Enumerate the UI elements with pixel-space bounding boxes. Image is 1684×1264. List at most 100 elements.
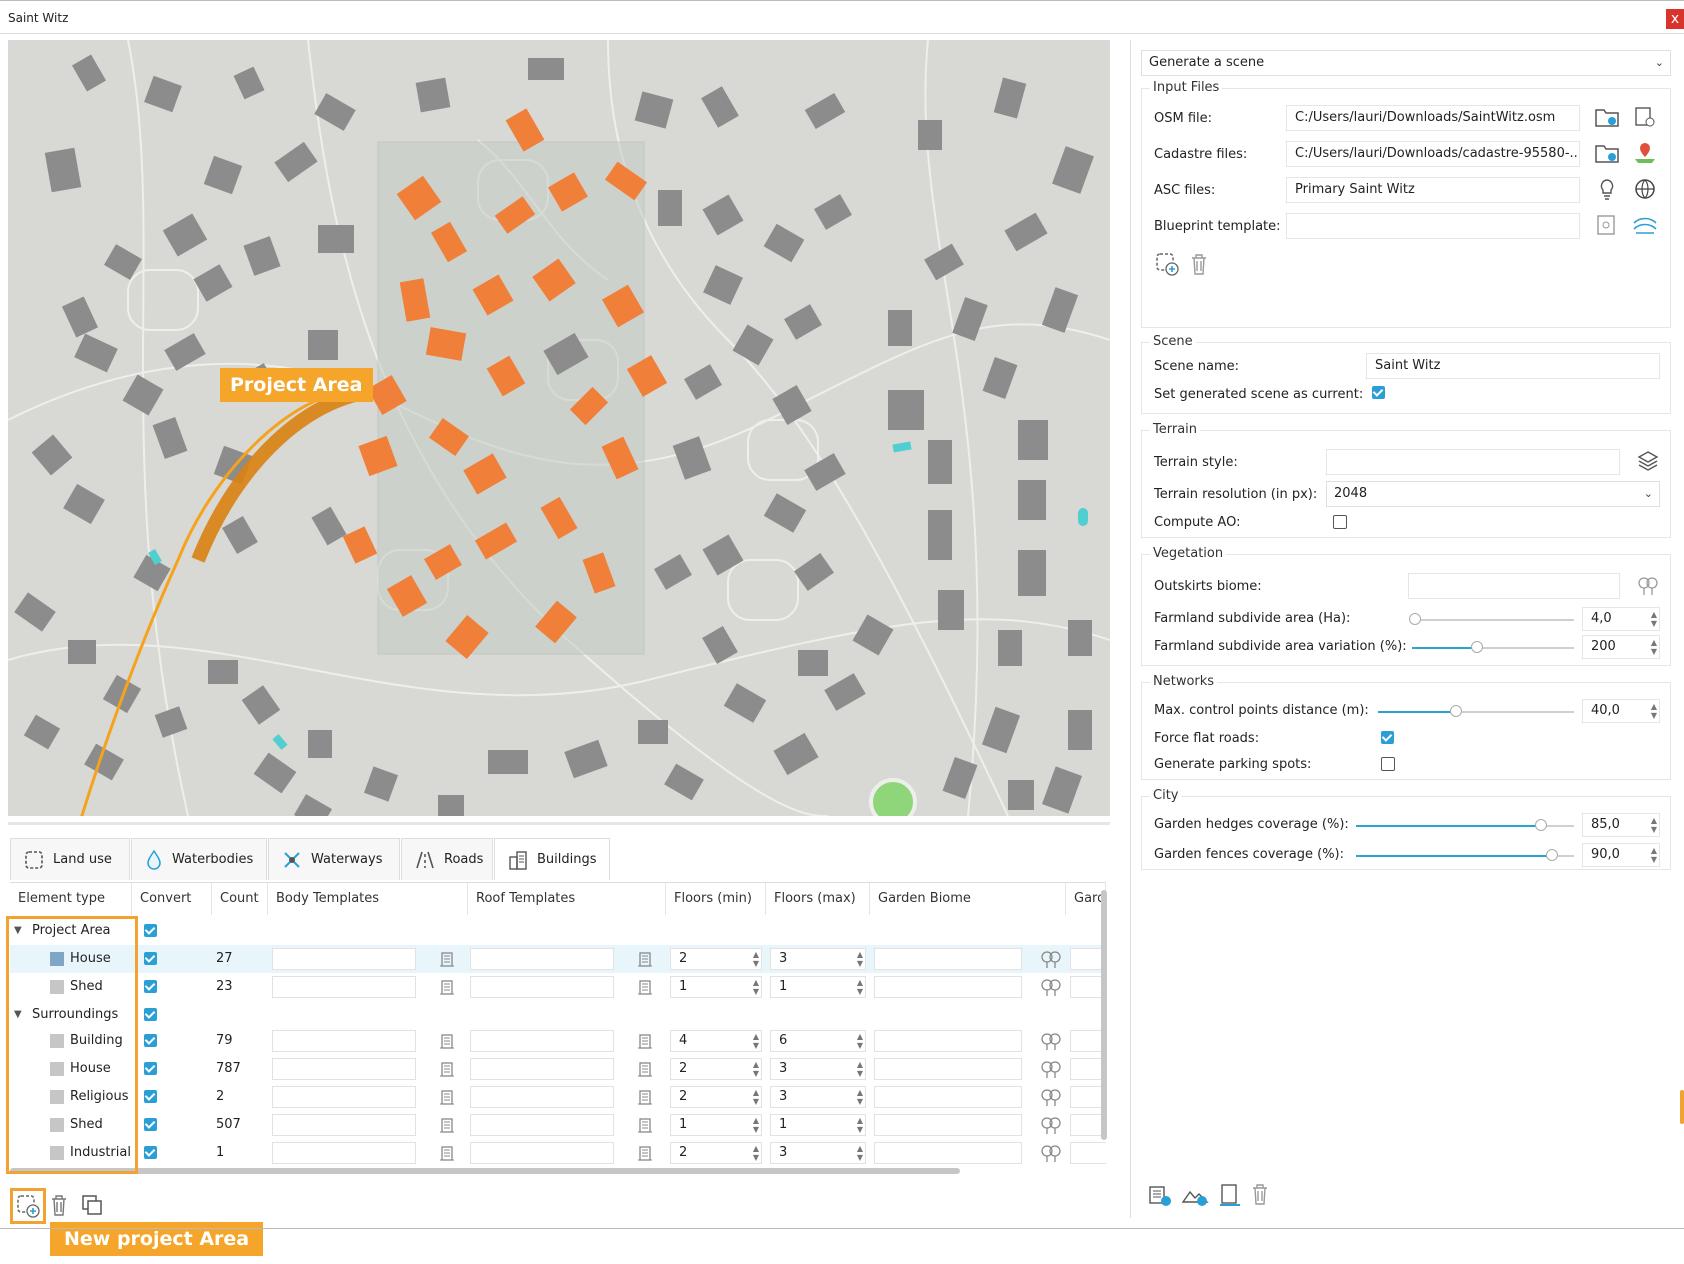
garden-biome-input[interactable] [874,1142,1022,1164]
osm-file-field[interactable]: C:/Users/lauri/Downloads/SaintWitz.osm [1286,105,1580,131]
roof-template-input[interactable] [470,1058,614,1080]
duplicate-button[interactable] [80,1193,104,1217]
table-row[interactable]: Religious 2 2 ▲ ▼ 3 ▲ ▼ [10,1083,1106,1111]
slider-knob[interactable] [1535,819,1548,831]
control-points-spinbox[interactable]: 40,0 ▲ ▼ [1582,699,1660,723]
column-header[interactable]: Floors (max) [766,883,870,915]
group-row-surroundings[interactable]: ▼ Surroundings [10,1001,1106,1029]
tab-waterbodies[interactable]: Waterbodies [131,838,267,880]
garden-input[interactable] [1070,1086,1106,1108]
convert-checkbox[interactable] [144,980,157,993]
compute-ao-checkbox[interactable] [1333,515,1347,529]
lightbulb-icon[interactable] [1594,177,1620,201]
building-template-icon[interactable] [636,1088,654,1106]
body-template-input[interactable] [272,976,416,998]
building-template-icon[interactable] [438,1088,456,1106]
table-row[interactable]: Industrial 1 2 ▲ ▼ 3 ▲ ▼ [10,1139,1106,1167]
splitter-handle[interactable] [8,822,1110,825]
stepper-arrows-icon[interactable]: ▲ ▼ [752,1060,759,1078]
stepper-arrows-icon[interactable]: ▲ ▼ [856,1144,863,1162]
chevron-down-icon[interactable]: ▼ [14,925,22,936]
table-row[interactable]: Shed 507 1 ▲ ▼ 1 ▲ ▼ [10,1111,1106,1139]
parking-spots-checkbox[interactable] [1381,757,1395,771]
stepper-arrows-icon[interactable]: ▲ ▼ [1650,846,1657,864]
convert-checkbox[interactable] [144,952,157,965]
terrain-style-field[interactable] [1326,449,1620,475]
table-row[interactable]: Building 79 4 ▲ ▼ 6 ▲ ▼ [10,1027,1106,1055]
column-header[interactable]: Body Templates [268,883,468,915]
farm-area-slider[interactable] [1409,613,1574,625]
stepper-arrows-icon[interactable]: ▲ ▼ [1650,816,1657,834]
tab-buildings[interactable]: Buildings [494,838,610,880]
export-icon[interactable] [1217,1182,1243,1208]
roof-template-input[interactable] [470,1030,614,1052]
stepper-arrows-icon[interactable]: ▲ ▼ [752,1088,759,1106]
building-template-icon[interactable] [438,1116,456,1134]
floors-min-stepper[interactable]: 2 ▲ ▼ [670,1086,762,1108]
tab-waterways[interactable]: Waterways [268,838,400,880]
stepper-arrows-icon[interactable]: ▲ ▼ [856,978,863,996]
trash-icon[interactable] [1249,1182,1271,1206]
building-template-icon[interactable] [438,1144,456,1162]
body-template-input[interactable] [272,1058,416,1080]
garden-biome-input[interactable] [874,1114,1022,1136]
garden-biome-input[interactable] [874,1030,1022,1052]
scene-name-field[interactable]: Saint Witz [1366,353,1660,379]
floors-min-stepper[interactable]: 2 ▲ ▼ [670,1058,762,1080]
outskirts-biome-field[interactable] [1408,573,1620,599]
column-header[interactable]: Garden Biome [870,883,1066,915]
roof-template-input[interactable] [470,1114,614,1136]
floors-max-stepper[interactable]: 3 ▲ ▼ [770,1142,866,1164]
delete-button[interactable] [48,1193,70,1217]
slider-knob[interactable] [1470,641,1483,653]
floors-min-stepper[interactable]: 2 ▲ ▼ [670,1142,762,1164]
roof-template-input[interactable] [470,1142,614,1164]
roof-template-input[interactable] [470,976,614,998]
cadastre-files-field[interactable]: C:/Users/lauri/Downloads/cadastre-95580-… [1286,141,1580,167]
stepper-arrows-icon[interactable]: ▲ ▼ [856,1116,863,1134]
column-header[interactable]: Convert [132,883,212,915]
set-current-checkbox[interactable] [1372,386,1385,399]
tab-land-use[interactable]: Land use [10,838,130,880]
add-source-icon[interactable] [1154,251,1180,277]
building-template-icon[interactable] [636,1116,654,1134]
new-project-area-button[interactable] [15,1193,41,1219]
building-template-icon[interactable] [636,1060,654,1078]
building-template-icon[interactable] [438,978,456,996]
column-header[interactable]: Count [212,883,268,915]
table-row[interactable]: Shed 23 1 ▲ ▼ 1 ▲ ▼ [10,973,1106,1001]
convert-checkbox[interactable] [144,1062,157,1075]
convert-checkbox[interactable] [144,1146,157,1159]
stepper-arrows-icon[interactable]: ▲ ▼ [1650,702,1657,720]
terrain-generate-icon[interactable] [1181,1182,1209,1208]
trees-icon[interactable] [1636,575,1660,597]
slider-knob[interactable] [1546,849,1559,861]
flat-roads-checkbox[interactable] [1381,731,1394,744]
blueprint-icon[interactable] [1594,213,1620,237]
stepper-arrows-icon[interactable]: ▲ ▼ [752,1144,759,1162]
body-template-input[interactable] [272,1030,416,1052]
group-row-project-area[interactable]: ▼ Project Area [10,917,1106,945]
terrain-layers-icon[interactable] [1632,213,1658,237]
close-button[interactable]: x [1666,9,1684,29]
garden-biome-input[interactable] [874,1086,1022,1108]
floors-max-stepper[interactable]: 3 ▲ ▼ [770,1086,866,1108]
convert-checkbox[interactable] [144,1090,157,1103]
open-folder-icon[interactable] [1594,105,1620,129]
building-template-icon[interactable] [636,978,654,996]
column-header[interactable]: Gard [1066,883,1106,915]
trees-icon[interactable] [1040,977,1062,997]
farm-variation-slider[interactable] [1412,641,1574,653]
convert-checkbox[interactable] [144,1034,157,1047]
terrain-resolution-select[interactable]: 2048 ⌄ [1326,481,1660,507]
garden-input[interactable] [1070,1142,1106,1164]
slider-knob[interactable] [1409,613,1422,625]
stepper-arrows-icon[interactable]: ▲ ▼ [752,950,759,968]
garden-biome-input[interactable] [874,976,1022,998]
osm-settings-icon[interactable] [1632,105,1658,129]
floors-min-stepper[interactable]: 2 ▲ ▼ [670,948,762,970]
stepper-arrows-icon[interactable]: ▲ ▼ [856,1032,863,1050]
trash-icon[interactable] [1188,252,1210,276]
asc-files-field[interactable]: Primary Saint Witz [1286,177,1580,203]
building-template-icon[interactable] [438,1060,456,1078]
